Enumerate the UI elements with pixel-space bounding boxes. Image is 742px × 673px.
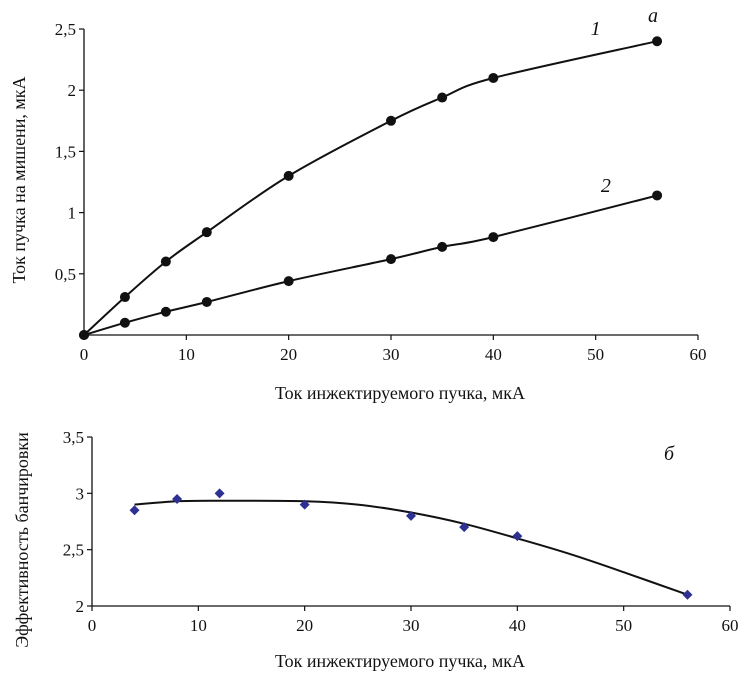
- panel-a-series: 12: [79, 18, 663, 340]
- x-tick-label: 0: [80, 345, 89, 364]
- x-tick-label: 20: [296, 616, 313, 635]
- x-tick-label: 60: [690, 345, 707, 364]
- series-1-point: [283, 170, 294, 181]
- y-tick-label: 3,5: [63, 428, 84, 447]
- data-point-diamond: [512, 531, 523, 542]
- y-tick-label: 2: [76, 597, 85, 616]
- series-1-point: [437, 92, 448, 103]
- data-point-diamond: [406, 510, 416, 521]
- series-2-point: [119, 317, 130, 328]
- series-2-point: [79, 330, 89, 340]
- series-2-point: [488, 232, 499, 243]
- panel-b-y-ticks: 2 2,5 3 3,5: [63, 428, 92, 616]
- data-point-diamond: [459, 522, 470, 533]
- panel-a-x-axis-label: Ток инжектируемого пучка, мкА: [275, 383, 525, 403]
- series-2-label: 2: [601, 175, 611, 197]
- series-1-point: [386, 115, 396, 126]
- series-1-point: [488, 72, 499, 83]
- series-1-line: [83, 40, 658, 336]
- x-tick-label: 40: [509, 616, 526, 635]
- y-tick-label: 1: [68, 204, 77, 223]
- x-tick-label: 20: [280, 345, 297, 364]
- series-1-point: [119, 292, 130, 303]
- y-tick-label: 3: [76, 484, 85, 503]
- panel-a-letter: а: [648, 5, 658, 27]
- y-tick-label: 1,5: [55, 142, 76, 161]
- panel-b-x-ticks: 0 10 20 30 40 50 60: [88, 606, 739, 635]
- series-2-point: [201, 296, 212, 307]
- x-tick-label: 50: [587, 345, 604, 364]
- panel-b-axes: [91, 437, 730, 607]
- panel-a-x-ticks: 0 10 20 30 40 50 60: [80, 335, 707, 364]
- y-tick-label: 0,5: [55, 265, 76, 284]
- chart-panel-b: 0 10 20 30 40 50 60 2 2,5 3 3,5 Ток инжектируемог…: [12, 428, 739, 671]
- series-2-point: [160, 306, 171, 317]
- series-2-point: [652, 190, 663, 201]
- x-tick-label: 0: [88, 616, 97, 635]
- series-2-point: [283, 276, 294, 287]
- x-tick-label: 50: [615, 616, 632, 635]
- panel-a-y-axis-label: Ток пучка на мишени, мкА: [9, 77, 29, 284]
- panel-b-letter: б: [664, 443, 675, 465]
- series-2-point: [386, 254, 396, 265]
- y-tick-label: 2: [68, 81, 77, 100]
- panel-b-series: [129, 488, 693, 600]
- x-tick-label: 30: [403, 616, 420, 635]
- panel-a-y-ticks: 0,5 1 1,5 2 2,5: [55, 20, 84, 284]
- x-tick-label: 10: [190, 616, 207, 635]
- y-tick-label: 2,5: [63, 541, 84, 560]
- panel-b-y-axis-label: Эффективность банчировки: [12, 432, 32, 648]
- series-1-label: 1: [591, 18, 601, 40]
- panel-b-x-axis-label: Ток инжектируемого пучка, мкА: [275, 651, 525, 671]
- data-point-diamond: [299, 499, 310, 510]
- data-point-diamond: [682, 589, 693, 600]
- data-point-diamond: [172, 493, 183, 504]
- series-1-point: [652, 36, 663, 47]
- data-point-diamond: [214, 488, 225, 499]
- data-point-diamond: [129, 505, 140, 516]
- x-tick-label: 40: [485, 345, 502, 364]
- x-tick-label: 10: [178, 345, 195, 364]
- series-2-point: [437, 241, 448, 252]
- y-tick-label: 2,5: [55, 20, 76, 39]
- chart-panel-a: 0 10 20 30 40 50 60 0,511,522,5 12 Ток инжекти…: [9, 5, 707, 403]
- x-tick-label: 30: [383, 345, 400, 364]
- x-tick-label: 60: [722, 616, 739, 635]
- series-1-point: [201, 227, 212, 238]
- series-1-point: [160, 256, 171, 267]
